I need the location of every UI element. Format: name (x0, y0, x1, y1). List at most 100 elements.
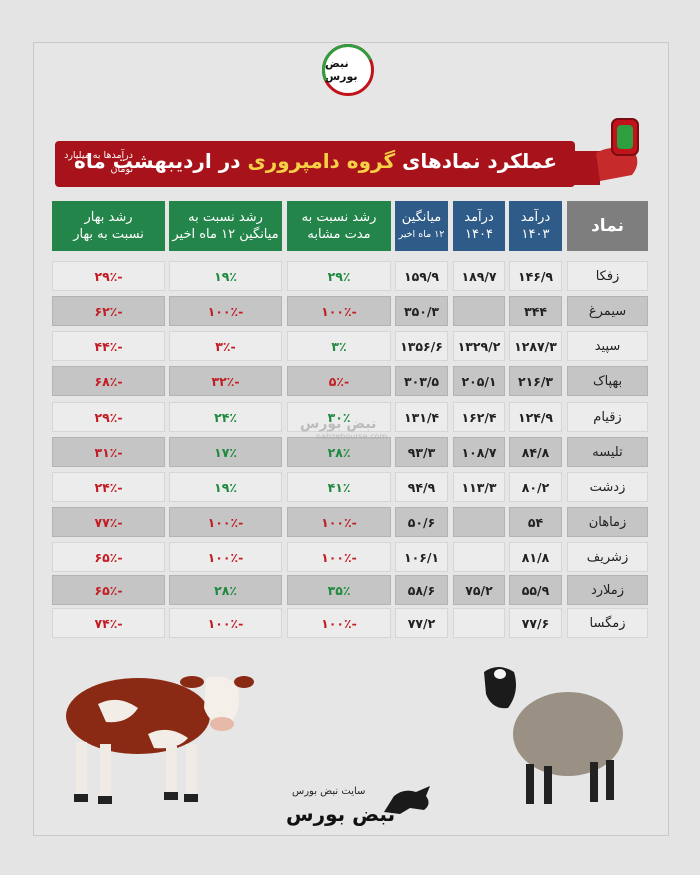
cell-symbol: بهپاک (567, 366, 648, 396)
header-growth-spring-line1: رشد بهار (84, 210, 133, 225)
header-growth-avg: رشد نسبت به میانگین ۱۲ ماه اخیر (169, 201, 282, 251)
cell-g-same: -۱۰۰٪ (287, 608, 391, 638)
table-row: زشریف ۸۱/۸ ۱۰۶/۱ -۱۰۰٪ -۱۰۰٪ -۶۵٪ (52, 542, 648, 572)
sheep-head (484, 667, 516, 709)
cell-symbol: زقیام (567, 402, 648, 432)
bull-shape (384, 786, 430, 814)
header-rev1404-line2: ۱۴۰۴ (465, 227, 493, 242)
cell-g-same: -۵٪ (287, 366, 391, 396)
cell-rev1403: ۱۴۶/۹ (509, 261, 562, 291)
table-row: زملارد ۵۵/۹ ۷۵/۲ ۵۸/۶ ۳۵٪ ۲۸٪ -۶۵٪ (52, 575, 648, 605)
cow-ear (234, 676, 254, 688)
cell-g-avg: -۳۲٪ (169, 366, 282, 396)
header-growth-spring-line2: نسبت به بهار (73, 227, 144, 242)
cow-hoof (184, 794, 198, 802)
title-suffix: در اردیبهشت ماه (74, 149, 241, 173)
cow-hoof (164, 792, 178, 800)
title-banner: عملکرد نمادهای گروه دامپروری در اردیبهشت… (55, 141, 575, 187)
cell-avg: ۷۷/۲ (395, 608, 448, 638)
cow-illustration (66, 676, 254, 804)
cell-rev1403: ۲۱۶/۳ (509, 366, 562, 396)
cow-leg (186, 744, 197, 798)
table-row: زماهان ۵۴ ۵۰/۶ -۱۰۰٪ -۱۰۰٪ -۷۷٪ (52, 507, 648, 537)
header-rev1403: درآمد ۱۴۰۳ (509, 201, 562, 251)
cell-g-same: -۱۰۰٪ (287, 542, 391, 572)
cow-leg (76, 742, 87, 798)
cell-rev1403: ۱۲۸۷/۳ (509, 331, 562, 361)
cell-symbol: سپید (567, 331, 648, 361)
cell-avg: ۳۵۰/۳ (395, 296, 448, 326)
cell-g-same: -۱۰۰٪ (287, 296, 391, 326)
cell-rev1403: ۷۷/۶ (509, 608, 562, 638)
cell-g-spring: -۲۹٪ (52, 261, 165, 291)
header-growth-same-line2: مدت مشابه (307, 227, 371, 242)
cell-symbol: سیمرغ (567, 296, 648, 326)
cell-avg: ۱۰۶/۱ (395, 542, 448, 572)
cell-rev1404: ۱۳۲۹/۲ (453, 331, 505, 361)
cell-rev1403: ۱۲۴/۹ (509, 402, 562, 432)
cell-avg: ۹۳/۳ (395, 437, 448, 467)
sheep-leg (606, 760, 614, 800)
table-row: زمگسا ۷۷/۶ ۷۷/۲ -۱۰۰٪ -۱۰۰٪ -۷۴٪ (52, 608, 648, 638)
cell-rev1403: ۸۴/۸ (509, 437, 562, 467)
sheep-leg (544, 766, 552, 804)
watermark: نبض بورس nabzebourse.com (300, 416, 387, 441)
header-growth-avg-line2: میانگین ۱۲ ماه اخیر (172, 227, 279, 242)
bull-icon (384, 786, 430, 814)
table-row: بهپاک ۲۱۶/۳ ۲۰۵/۱ ۳۰۳/۵ -۵٪ -۳۲٪ -۶۸٪ (52, 366, 648, 396)
cell-g-spring: -۶۵٪ (52, 575, 165, 605)
cell-g-avg: ۱۷٪ (169, 437, 282, 467)
cell-g-same: ۲۹٪ (287, 261, 391, 291)
header-rev1404: درآمد ۱۴۰۴ (453, 201, 505, 251)
cow-patch (148, 729, 188, 749)
header-avg: میانگین ۱۲ ماه اخیر (395, 201, 448, 251)
card-inner-shape (617, 125, 633, 149)
cell-g-same: ۲۸٪ (287, 437, 391, 467)
sheep-leg (526, 764, 534, 804)
brand-logo: نبض بورس (314, 36, 382, 104)
cow-head (204, 676, 239, 726)
logo-text: نبض بورس (325, 57, 358, 83)
cell-g-avg: ۱۹٪ (169, 261, 282, 291)
sheep-leg (590, 762, 598, 802)
sleeve-shape (570, 151, 600, 185)
cell-symbol: زمگسا (567, 608, 648, 638)
sheep-body (513, 692, 623, 776)
page-title: عملکرد نمادهای گروه دامپروری در اردیبهشت… (74, 149, 557, 173)
cell-rev1404: ۷۵/۲ (453, 575, 505, 605)
cell-g-same: ۴۱٪ (287, 472, 391, 502)
cell-g-spring: -۳۱٪ (52, 437, 165, 467)
cow-muzzle (210, 717, 234, 731)
cow-leg (100, 744, 111, 800)
cell-rev1403: ۵۵/۹ (509, 575, 562, 605)
cell-g-spring: -۲۴٪ (52, 472, 165, 502)
cell-rev1403: ۳۴۴ (509, 296, 562, 326)
cell-rev1404: ۱۶۲/۴ (453, 402, 505, 432)
cell-g-avg: -۱۰۰٪ (169, 296, 282, 326)
cell-g-avg: -۳٪ (169, 331, 282, 361)
watermark-url: nabzebourse.com (316, 432, 388, 441)
header-growth-same-line1: رشد نسبت به (301, 210, 377, 225)
table-row: زدشت ۸۰/۲ ۱۱۳/۳ ۹۴/۹ ۴۱٪ ۱۹٪ -۲۴٪ (52, 472, 648, 502)
header-growth-spring: رشد بهار نسبت به بهار (52, 201, 165, 251)
cell-g-avg: ۲۴٪ (169, 402, 282, 432)
cell-g-avg: -۱۰۰٪ (169, 542, 282, 572)
cell-symbol: زفکا (567, 261, 648, 291)
hand-holding-card-icon (570, 118, 639, 185)
header-avg-line1: میانگین (401, 210, 442, 225)
cell-symbol: تلیسه (567, 437, 648, 467)
header-avg-line2: ۱۲ ماه اخیر (398, 229, 445, 240)
title-highlight: گروه دامپروری (247, 149, 396, 173)
table-row: سپید ۱۲۸۷/۳ ۱۳۲۹/۲ ۱۳۵۶/۶ ۳٪ -۳٪ -۴۴٪ (52, 331, 648, 361)
cow-hoof (98, 796, 112, 804)
cell-rev1404: ۲۰۵/۱ (453, 366, 505, 396)
table-row: زفکا ۱۴۶/۹ ۱۸۹/۷ ۱۵۹/۹ ۲۹٪ ۱۹٪ -۲۹٪ (52, 261, 648, 291)
header-rev1404-line1: درآمد (464, 210, 494, 225)
cell-avg: ۵۸/۶ (395, 575, 448, 605)
cell-symbol: زشریف (567, 542, 648, 572)
sheep-blaze (494, 669, 506, 679)
cell-rev1404: ۱۸۹/۷ (453, 261, 505, 291)
cell-g-same: ۳۰٪ (287, 402, 391, 432)
cell-rev1404 (453, 608, 505, 638)
cell-rev1404 (453, 542, 505, 572)
